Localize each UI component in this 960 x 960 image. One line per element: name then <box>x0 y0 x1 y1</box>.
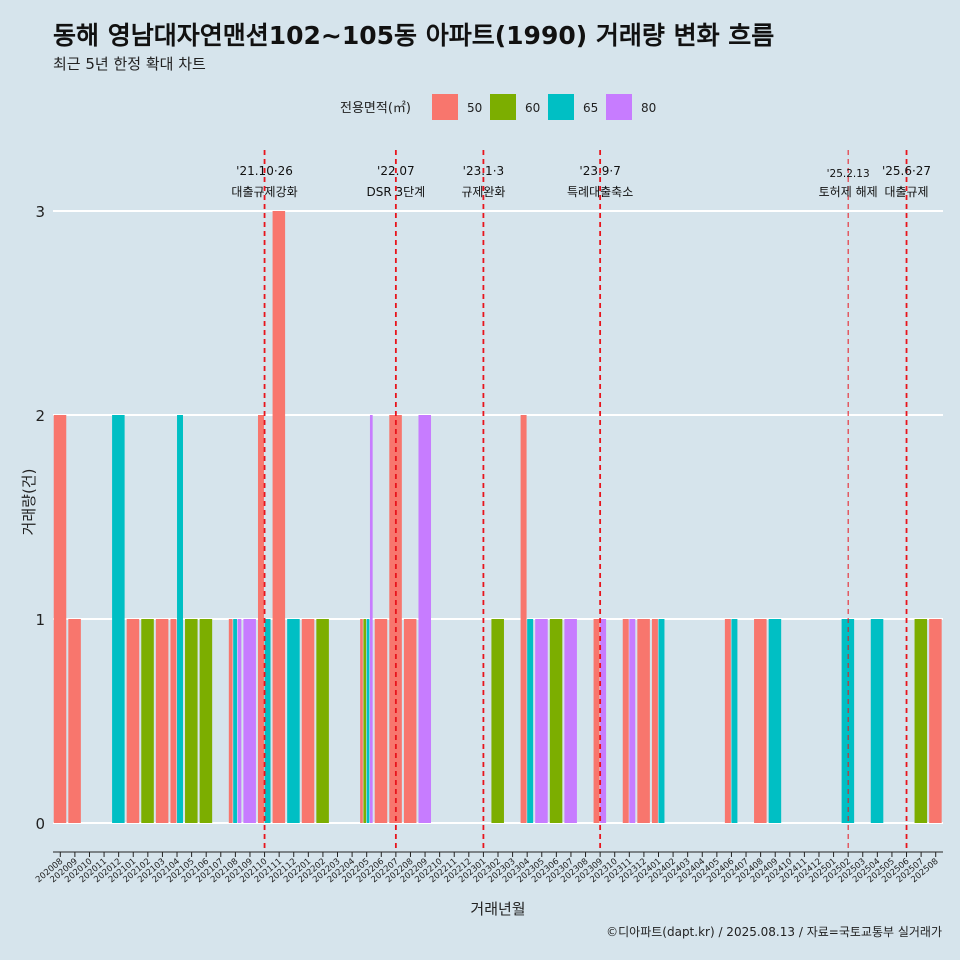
bar-202508-50 <box>929 619 942 823</box>
bar-202209-80 <box>418 415 432 823</box>
event-text-label: 대출규제 <box>884 185 928 199</box>
y-tick-label: 2 <box>35 407 45 425</box>
bar-202304-50 <box>520 415 527 823</box>
legend: 전용면적(㎡) 50 60 65 80 <box>340 94 656 120</box>
bar-202406-50 <box>724 619 731 823</box>
bar-202305-80 <box>535 619 548 823</box>
bar-202112-65 <box>287 619 300 823</box>
chart-title: 동해 영남대자연맨션102~105동 아파트(1990) 거래량 변화 흐름 <box>53 21 774 50</box>
bar-202306-60 <box>549 619 563 823</box>
legend-swatch-65 <box>548 94 574 120</box>
bar-202307-80 <box>564 619 577 823</box>
bar-202110-65 <box>264 619 271 823</box>
bar-202201-50 <box>301 619 315 823</box>
caption: ©디아파트(dapt.kr) / 2025.08.13 / 자료=국토교통부 실… <box>606 925 942 939</box>
event-date-label: '23.9·7 <box>579 164 620 178</box>
bars <box>53 211 942 823</box>
event-date-label: '25.2.13 <box>827 168 870 180</box>
bar-202311-50 <box>622 619 629 823</box>
bar-202111-50 <box>272 211 286 823</box>
legend-swatch-80 <box>606 94 632 120</box>
bar-202108-80 <box>237 619 242 823</box>
bar-202312-50 <box>637 619 650 823</box>
y-tick-label: 3 <box>35 203 45 221</box>
legend-label-80: 80 <box>641 101 656 115</box>
event-text-label: DSR 3단계 <box>367 185 426 199</box>
bar-202409-65 <box>768 619 782 823</box>
bar-202012-65 <box>112 415 125 823</box>
event-text-label: 대출규제강화 <box>231 185 297 199</box>
bar-202408-50 <box>754 619 767 823</box>
legend-label-60: 60 <box>525 101 540 115</box>
event-date-label: '21.10·26 <box>236 164 293 178</box>
bar-202110-50 <box>257 415 264 823</box>
legend-swatch-50 <box>432 94 458 120</box>
x-axis: 2020082020092020102020112020122021012021… <box>34 851 943 885</box>
chart-subtitle: 최근 5년 한정 확대 차트 <box>53 55 206 73</box>
y-axis-title: 거래량(건) <box>20 469 38 536</box>
bar-202205-50 <box>360 619 363 823</box>
bar-202108-50 <box>228 619 233 823</box>
legend-label-50: 50 <box>467 101 482 115</box>
bar-202205-80 <box>369 415 373 823</box>
bar-202309-80 <box>600 619 607 823</box>
bar-202302-60 <box>491 619 504 823</box>
bar-202106-60 <box>199 619 213 823</box>
bar-202401-65 <box>658 619 665 823</box>
bar-202009-50 <box>68 619 81 823</box>
bar-202504-65 <box>870 619 884 823</box>
bar-202311-80 <box>629 619 636 823</box>
bar-202208-50 <box>403 619 417 823</box>
y-axis: 0 1 2 3 <box>35 203 45 833</box>
y-tick-label: 1 <box>35 611 45 629</box>
bar-202108-65 <box>233 619 237 823</box>
event-text-label: 토허제 해제 <box>819 185 878 199</box>
event-text-label: 특례대출축소 <box>567 185 633 199</box>
bar-202102-60 <box>141 619 154 823</box>
legend-swatch-60 <box>490 94 516 120</box>
bar-202101-50 <box>126 619 140 823</box>
bar-202104-65 <box>177 415 183 823</box>
bar-202008-50 <box>53 415 67 823</box>
bar-202507-60 <box>914 619 928 823</box>
bar-202105-60 <box>185 619 198 823</box>
x-axis-title: 거래년월 <box>470 900 525 918</box>
bar-202109-80 <box>243 619 256 823</box>
bar-202304-65 <box>527 619 534 823</box>
bar-202205-65 <box>366 619 370 823</box>
bar-202406-65 <box>731 619 738 823</box>
y-tick-label: 0 <box>35 815 45 833</box>
bar-202202-60 <box>316 619 329 823</box>
event-date-label: '23.1·3 <box>463 164 504 178</box>
bar-202206-50 <box>374 619 388 823</box>
bar-202401-50 <box>651 619 658 823</box>
event-date-label: '25.6·27 <box>882 164 931 178</box>
bar-202104-50 <box>170 619 177 823</box>
bar-202309-50 <box>593 619 600 823</box>
legend-title: 전용면적(㎡) <box>340 101 411 116</box>
event-date-label: '22.07 <box>377 164 415 178</box>
event-text-label: 규제완화 <box>461 185 505 199</box>
event-markers: '21.10·26 대출규제강화 '22.07 DSR 3단계 '23.1·3 규제완화 '… <box>231 150 931 852</box>
bar-202205-60 <box>363 619 367 823</box>
bar-202103-50 <box>155 619 169 823</box>
legend-label-65: 65 <box>583 101 598 115</box>
